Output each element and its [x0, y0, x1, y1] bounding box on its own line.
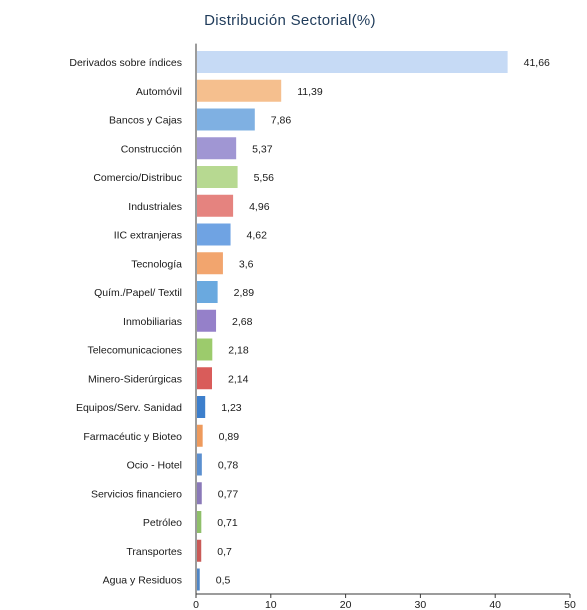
- category-label-6: IIC extranjeras: [114, 230, 182, 242]
- category-label-10: Telecomunicaciones: [87, 345, 182, 357]
- value-label-18: 0,5: [216, 575, 231, 587]
- category-label-9: Inmobiliarias: [123, 316, 182, 328]
- bar-1: [197, 79, 282, 102]
- category-label-0: Derivados sobre índices: [69, 57, 182, 69]
- value-label-13: 0,89: [219, 431, 240, 443]
- bar-8: [197, 281, 218, 303]
- bar-16: [197, 511, 202, 533]
- value-label-8: 2,89: [234, 287, 255, 299]
- bar-2: [197, 108, 255, 131]
- category-label-13: Farmacéutic y Bioteo: [83, 431, 182, 443]
- value-label-1: 11,39: [297, 86, 323, 98]
- bar-15: [197, 482, 202, 505]
- value-label-17: 0,7: [217, 546, 232, 558]
- chart-title: Distribución Sectorial(%): [204, 12, 376, 29]
- category-label-7: Tecnología: [131, 258, 182, 270]
- bar-5: [197, 194, 234, 217]
- bar-18: [197, 568, 200, 591]
- bar-3: [197, 137, 237, 160]
- category-label-16: Petróleo: [143, 517, 182, 529]
- value-label-9: 2,68: [232, 316, 253, 328]
- bar-9: [197, 309, 217, 332]
- value-label-5: 4,96: [249, 201, 270, 213]
- category-label-3: Construcción: [121, 143, 182, 155]
- value-label-4: 5,56: [254, 172, 275, 184]
- bar-17: [197, 539, 202, 562]
- value-label-6: 4,62: [247, 230, 268, 242]
- value-label-14: 0,78: [218, 460, 239, 472]
- bar-6: [197, 223, 231, 246]
- value-label-7: 3,6: [239, 258, 254, 270]
- value-label-0: 41,66: [524, 57, 550, 69]
- category-label-4: Comercio/Distribuc: [93, 172, 182, 184]
- axes: 0 10 20 30 40 50: [193, 43, 576, 610]
- category-label-15: Servicios financiero: [91, 488, 182, 500]
- category-label-2: Bancos y Cajas: [109, 115, 182, 127]
- bar-4: [197, 166, 238, 188]
- value-label-2: 7,86: [271, 115, 292, 127]
- value-label-12: 1,23: [221, 402, 242, 414]
- category-label-12: Equipos/Serv. Sanidad: [76, 402, 182, 414]
- x-tick-label-1: 10: [265, 599, 277, 610]
- bar-0: [197, 51, 508, 73]
- bar-14: [197, 453, 202, 476]
- bar-7: [197, 252, 223, 275]
- bar-13: [197, 424, 203, 447]
- category-label-5: Industriales: [128, 201, 182, 213]
- x-tick-label-2: 20: [340, 599, 352, 610]
- category-label-11: Minero-Siderúrgicas: [88, 373, 182, 385]
- value-label-10: 2,18: [228, 345, 249, 357]
- bar-11: [197, 367, 213, 390]
- value-label-15: 0,77: [218, 488, 239, 500]
- value-labels: 41,66 11,39 7,86 5,37 5,56 4,96 4,62 3,6 2,89 2,6…: [216, 57, 550, 587]
- value-label-16: 0,71: [217, 517, 238, 529]
- category-label-1: Automóvil: [136, 86, 182, 98]
- category-label-14: Ocio - Hotel: [127, 460, 182, 472]
- category-labels: Derivados sobre índices Automóvil Bancos y…: [69, 57, 182, 587]
- bars-layer: [197, 51, 508, 591]
- bar-12: [197, 396, 206, 418]
- category-label-8: Quím./Papel/ Textil: [94, 287, 182, 299]
- x-tick-label-5: 50: [564, 599, 576, 610]
- x-tick-label-4: 40: [489, 599, 501, 610]
- category-label-17: Transportes: [126, 546, 182, 558]
- value-label-3: 5,37: [252, 143, 273, 155]
- x-tick-label-0: 0: [193, 599, 199, 610]
- category-label-18: Agua y Residuos: [103, 575, 182, 587]
- value-label-11: 2,14: [228, 373, 249, 385]
- bar-10: [197, 338, 213, 361]
- x-tick-label-3: 30: [415, 599, 427, 610]
